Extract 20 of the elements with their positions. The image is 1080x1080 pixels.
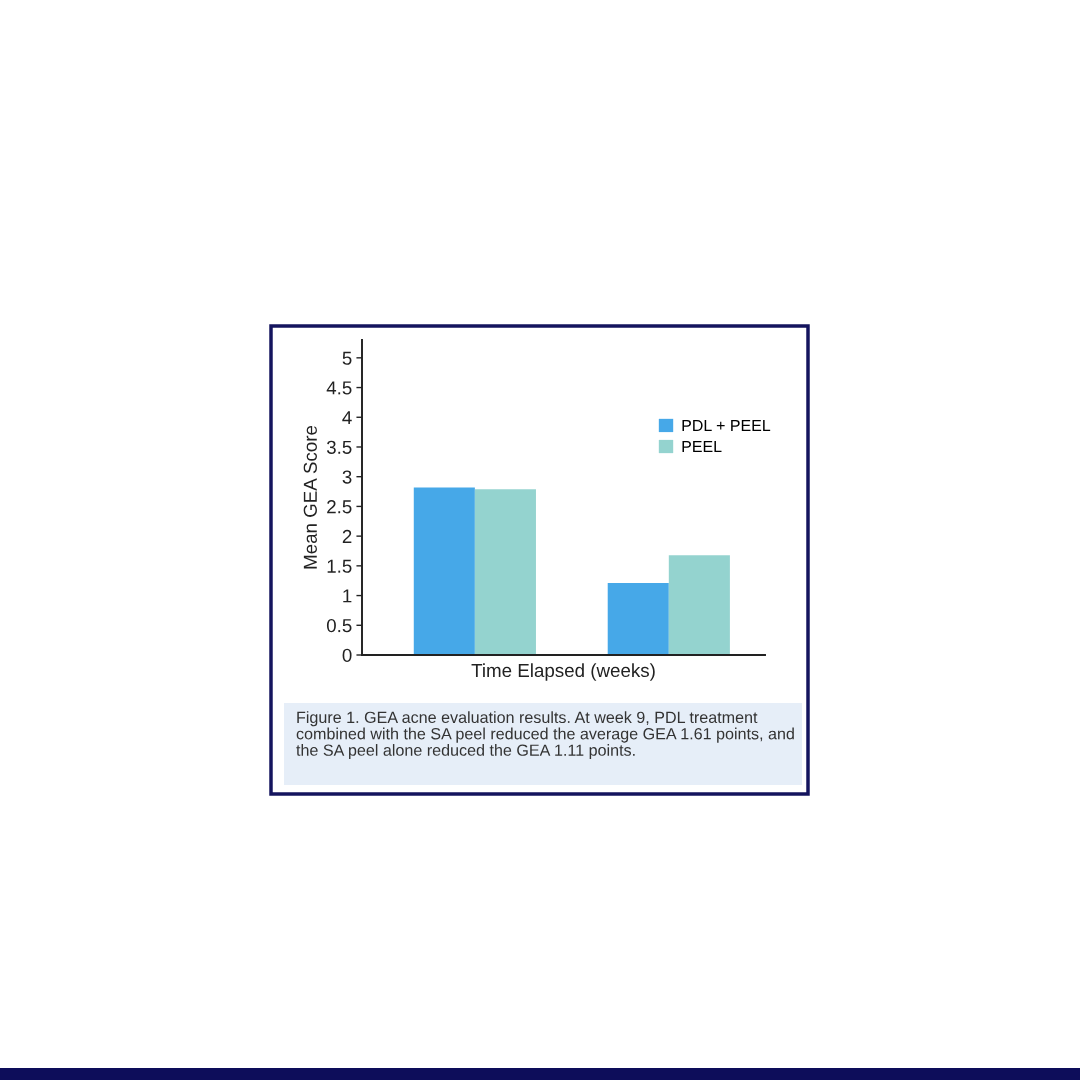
y-tick-label: 2.5 [327, 500, 352, 514]
y-tick-label: 0 [342, 648, 352, 662]
y-tick-label: 1.5 [327, 559, 352, 573]
caption: Figure 1. GEA acne evaluation results. At week 9, PDL treatment combined with the SA peel reduced the average GEA 1.61 points, and the SA peel alone reduced the GEA 1.11 points. [296, 711, 794, 760]
bar [413, 487, 475, 655]
y-tick-label: 3 [342, 470, 352, 484]
y-tick-label: 4.5 [326, 381, 352, 395]
bar [607, 583, 669, 655]
x-axis-title: Time Elapsed (weeks) [471, 663, 655, 681]
y-axis-title: Mean GEA Score [303, 425, 317, 569]
y-tick-label: 0.5 [326, 618, 352, 633]
y-tick-label: 4 [342, 411, 352, 425]
legend-label: PDL + PEEL [682, 419, 771, 431]
bar [668, 555, 730, 655]
y-tick-label: 5 [342, 351, 352, 365]
y-tick-label: 3.5 [326, 440, 352, 454]
bar [474, 489, 536, 655]
y-tick-label: 2 [342, 529, 352, 543]
legend-label: PEEL [682, 441, 722, 453]
y-tick-label: 1 [343, 589, 352, 603]
